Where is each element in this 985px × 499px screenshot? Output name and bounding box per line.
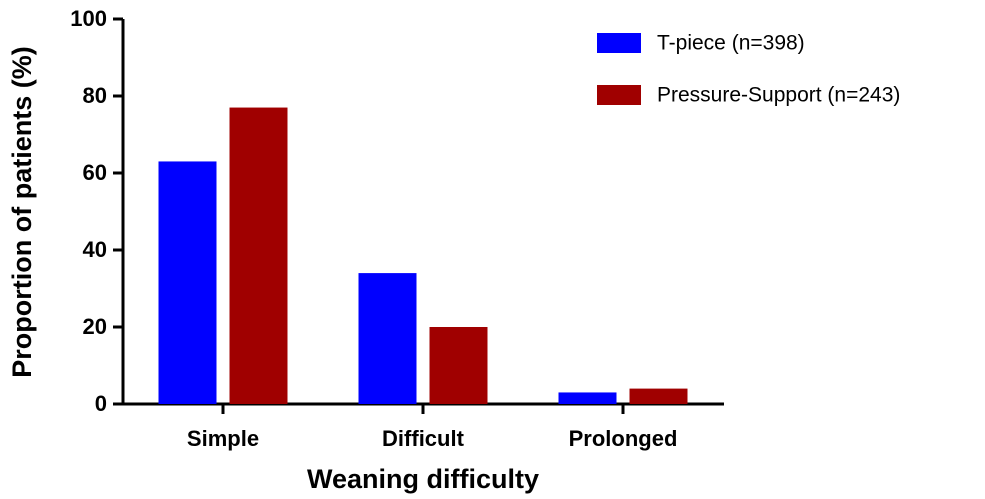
x-tick-label: Difficult [382,426,465,451]
x-tick-label: Prolonged [569,426,678,451]
legend-label: T-piece (n=398) [657,32,805,55]
y-tick-label: 40 [83,237,107,262]
y-tick-label: 100 [70,6,107,31]
bar [358,273,417,404]
y-tick-label: 20 [83,314,107,339]
y-tick-label: 80 [83,83,107,108]
x-tick-label: Simple [187,426,259,451]
legend-swatch [597,85,641,105]
y-axis-title: Proportion of patients (%) [7,46,37,377]
bar [629,388,688,404]
y-tick-label: 0 [95,391,107,416]
legend-swatch [597,33,641,53]
y-tick-label: 60 [83,160,107,185]
legend-label: Pressure-Support (n=243) [657,84,900,107]
bar [158,161,217,404]
bar [229,107,288,405]
bar [429,327,488,404]
x-axis-title: Weaning difficulty [307,464,539,494]
bar [558,392,617,404]
